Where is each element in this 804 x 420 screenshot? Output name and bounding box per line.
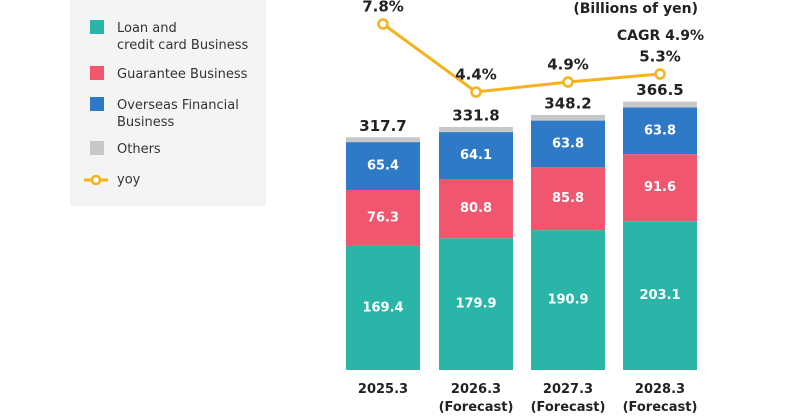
segment-label: 85.8 xyxy=(552,191,584,206)
bar-segment xyxy=(623,154,697,222)
bar-segment xyxy=(531,167,605,231)
x-tick-label: 2028.3 (Forecast) xyxy=(623,382,698,415)
bar-segment xyxy=(439,126,513,133)
bar-segment xyxy=(531,114,605,121)
legend-swatch xyxy=(90,66,104,80)
bar-segment xyxy=(346,142,420,191)
segment-label: 179.9 xyxy=(455,297,496,312)
unit-note: (Billions of yen) xyxy=(573,1,698,17)
legend-label: Guarantee Business xyxy=(117,67,248,82)
yoy-marker xyxy=(377,18,389,30)
segment-label: 65.4 xyxy=(367,159,399,174)
x-tick-label: 2026.3 (Forecast) xyxy=(439,382,514,415)
legend-label: yoy xyxy=(117,173,141,188)
segment-label: 203.1 xyxy=(639,288,680,303)
bar-segment xyxy=(439,238,513,370)
bar-segment xyxy=(623,107,697,155)
cagr-annotation: CAGR 4.9% xyxy=(617,28,704,44)
segment-label: 80.8 xyxy=(460,201,492,216)
bar-segment xyxy=(439,132,513,180)
legend-label: Loan and credit card Business xyxy=(117,21,248,53)
yoy-marker xyxy=(654,68,666,80)
legend-swatch xyxy=(90,20,104,34)
bar-segment xyxy=(346,137,420,143)
legend-label: Others xyxy=(117,142,161,157)
total-label: 348.2 xyxy=(544,94,591,112)
bar-segment xyxy=(346,190,420,246)
segment-label: 76.3 xyxy=(367,210,399,225)
bar-segment xyxy=(531,120,605,168)
segment-label: 63.8 xyxy=(644,123,676,138)
total-label: 366.5 xyxy=(636,81,683,99)
yoy-marker xyxy=(562,76,574,88)
segment-label: 91.6 xyxy=(644,180,676,195)
yoy-line xyxy=(382,22,661,94)
bar-segment xyxy=(531,230,605,370)
segment-label: 64.1 xyxy=(460,148,492,163)
segment-label: 169.4 xyxy=(362,300,403,315)
yoy-label: 4.9% xyxy=(547,56,589,74)
legend-marker xyxy=(90,174,102,186)
bar-segment xyxy=(346,245,420,370)
legend-swatch xyxy=(90,141,104,155)
bar-segment xyxy=(623,101,697,108)
x-tick-label: 2027.3 (Forecast) xyxy=(531,382,606,415)
yoy-label: 4.4% xyxy=(455,66,497,84)
bar-segment xyxy=(439,179,513,239)
segment-label: 63.8 xyxy=(552,136,584,151)
legend-swatch xyxy=(90,97,104,111)
yoy-label: 5.3% xyxy=(639,48,681,66)
segment-label: 190.9 xyxy=(547,293,588,308)
x-tick-label: 2025.3 xyxy=(358,382,408,397)
legend-label: Overseas Financial Business xyxy=(117,98,239,130)
yoy-marker xyxy=(470,86,482,98)
total-label: 317.7 xyxy=(359,117,406,135)
bar-segment xyxy=(623,221,697,370)
total-label: 331.8 xyxy=(452,106,499,124)
yoy-label: 7.8% xyxy=(362,0,404,16)
